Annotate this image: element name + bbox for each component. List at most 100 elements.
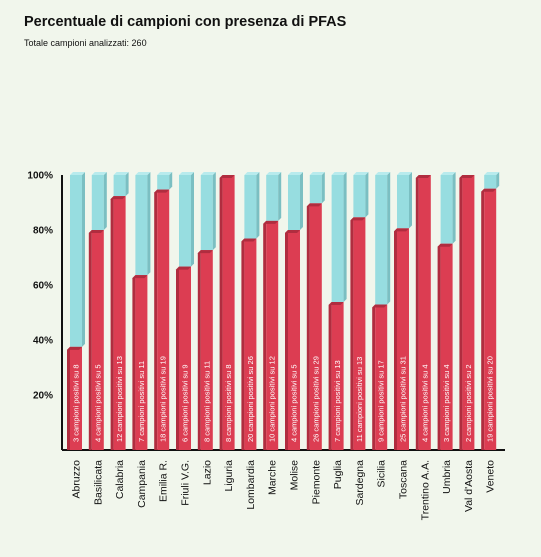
bar-positive-side	[197, 250, 201, 450]
x-tick-label: Sardegna	[354, 460, 366, 506]
x-tick-label: Marche	[267, 460, 279, 495]
bar-group: 4 campioni positivi su 5 Molise	[285, 172, 303, 490]
bar-group: 18 campioni positivi su 19 Emilia R.	[154, 172, 173, 502]
bar-remainder-side	[278, 172, 282, 221]
bar-group: 2 campioni positivi su 2 Val d'Aosta	[459, 175, 475, 512]
x-tick-label: Basilicata	[92, 460, 104, 505]
bar-remainder-side	[103, 172, 107, 230]
bar-positive-side	[306, 203, 310, 450]
bar-positive-top	[437, 243, 453, 247]
bar-value	[200, 250, 213, 450]
bar-value	[113, 196, 126, 450]
x-tick-label: Trentino A.A.	[419, 460, 431, 520]
bar-remainder	[200, 175, 213, 251]
bar-remainder	[266, 175, 279, 221]
bar-data-label: 18 campioni positivi su 19	[159, 356, 168, 442]
bar-positive-top	[306, 203, 322, 207]
bar-positive-side	[328, 302, 332, 450]
bar-data-label: 7 campioni positivi su 11	[137, 361, 146, 442]
chart-title: Percentuale di campioni con presenza di …	[24, 14, 347, 30]
bar-data-label: 2 campioni positivi su 2	[464, 364, 473, 442]
bar-remainder-side	[125, 172, 129, 197]
bar-positive-top	[415, 175, 431, 178]
bar-remainder	[179, 175, 191, 267]
bar-remainder-side	[452, 172, 456, 244]
bar-positive-top	[67, 346, 82, 350]
x-tick-label: Calabria	[114, 460, 126, 499]
bar-group: 4 campioni positivi su 5 Basilicata	[88, 172, 107, 505]
bar-remainder-top	[157, 172, 173, 175]
bar-positive-side	[110, 196, 114, 450]
bar-group: 9 campioni positivi su 17 Sicilia	[372, 172, 391, 488]
bar-data-label: 20 campioni positivi su 26	[246, 356, 255, 442]
bar-remainder	[484, 175, 497, 189]
bar-positive-side	[241, 238, 245, 450]
bar-value	[179, 266, 191, 450]
bar-remainder	[309, 175, 322, 204]
bar-data-label: 4 campioni positivi su 4	[420, 364, 429, 442]
x-tick-label: Friuli V.G.	[180, 460, 192, 506]
bar-group: 6 campioni positivi su 9 Friuli V.G.	[176, 172, 194, 506]
bar-remainder-side	[256, 172, 260, 239]
bar-remainder	[135, 175, 148, 276]
bar-remainder-side	[409, 172, 412, 229]
bar-group: 20 campioni positivi su 26 Lombardia	[241, 172, 260, 510]
bar-positive-side	[481, 188, 485, 450]
bar-group: 8 campioni positivi su 8 Liguria	[219, 175, 235, 492]
y-tick-label: 20%	[33, 391, 53, 402]
bar-remainder	[353, 175, 366, 218]
bar-group: 7 campioni positivi su 11 Campania	[132, 172, 151, 508]
bar-remainder	[288, 175, 300, 230]
bar-data-label: 4 campioni positivi su 5	[93, 364, 102, 442]
bar-positive-top	[88, 230, 104, 233]
bar-positive-top	[350, 217, 366, 221]
bar-remainder-side	[191, 172, 194, 267]
bar-data-label: 19 campioni positivi su 20	[486, 356, 495, 442]
bar-group: 25 campioni positivi su 31 Toscana	[394, 172, 412, 499]
bar-group: 26 campioni positivi su 29 Piemonte	[306, 172, 325, 504]
bar-data-label: 8 campioni positivi su 8	[224, 364, 233, 442]
bar-group: 4 campioni positivi su 4 Trentino A.A.	[415, 175, 431, 520]
bar-positive-top	[176, 266, 191, 270]
x-tick-label: Umbria	[441, 460, 453, 494]
bar-positive-top	[394, 228, 409, 232]
bar-remainder-side	[343, 172, 347, 303]
bar-data-label: 4 campioni positivi su 5	[290, 364, 299, 442]
bar-remainder-top	[244, 172, 260, 175]
bar-value	[418, 175, 431, 450]
bar-positive-top	[154, 189, 170, 193]
bar-data-label: 12 campioni positivi su 13	[115, 356, 124, 442]
bar-remainder-top	[135, 172, 151, 175]
bar-value	[484, 188, 497, 450]
bar-data-label: 26 campioni positivi su 29	[311, 356, 320, 442]
x-tick-label: Molise	[289, 460, 301, 491]
bar-group: 3 campioni positivi su 4 Umbria	[437, 172, 456, 494]
bar-value	[288, 230, 300, 450]
bar-remainder-top	[266, 172, 282, 175]
bar-value	[222, 175, 235, 450]
x-tick-label: Liguria	[223, 460, 235, 492]
bar-remainder-side	[321, 172, 325, 204]
bar-value	[353, 217, 366, 450]
bar-value	[70, 346, 82, 450]
bar-remainder-side	[212, 172, 216, 251]
x-tick-label: Sicilia	[376, 460, 388, 488]
bar-remainder-side	[82, 172, 85, 347]
bar-positive-side	[372, 304, 376, 450]
x-tick-label: Emilia R.	[158, 460, 170, 502]
bar-group: 8 campioni positivi su 11 Lazio	[197, 172, 216, 485]
bar-data-label: 3 campioni positivi su 8	[72, 364, 81, 442]
bar-positive-side	[394, 228, 397, 450]
bar-group: 3 campioni positivi su 8 Abruzzo	[67, 172, 85, 499]
bar-value	[397, 228, 409, 450]
x-tick-label: Toscana	[398, 460, 410, 499]
bar-positive-side	[67, 346, 70, 450]
bar-remainder-top	[375, 172, 391, 175]
bar-value	[157, 189, 170, 450]
bar-positive-top	[459, 175, 475, 178]
bar-remainder-top	[353, 172, 369, 175]
bar-data-label: 25 campioni positivi su 31	[399, 356, 408, 442]
bar-positive-top	[241, 238, 257, 242]
bar-positive-side	[415, 175, 419, 450]
bar-value	[331, 302, 344, 450]
